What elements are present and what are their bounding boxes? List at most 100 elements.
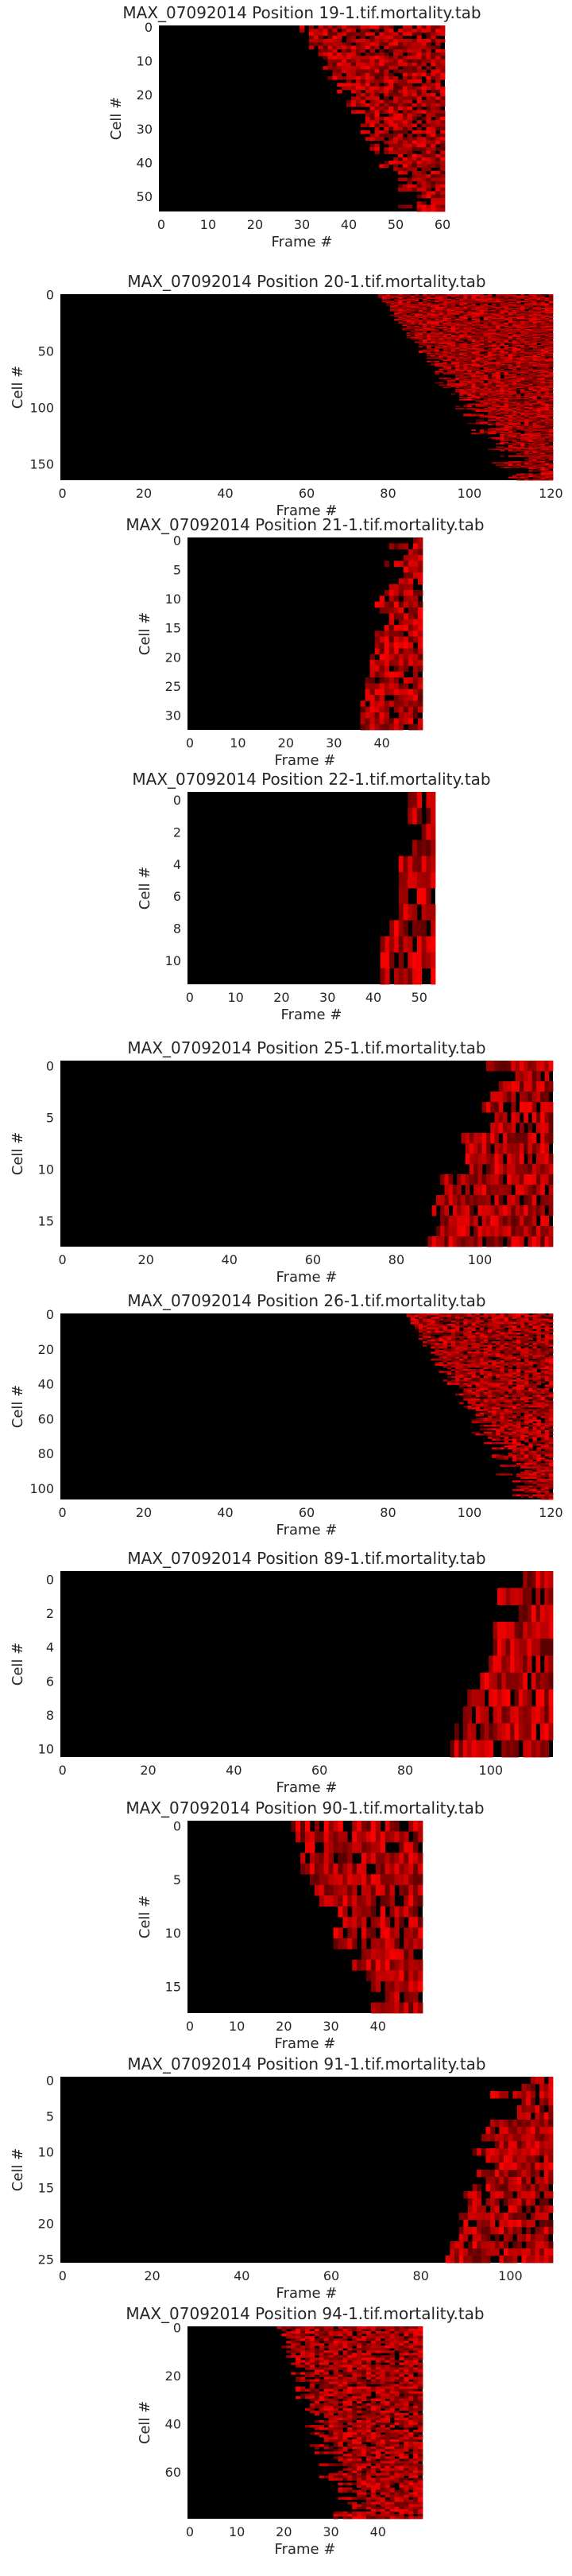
heatmap-cell	[544, 472, 550, 474]
heatmap-cell	[467, 405, 472, 408]
heatmap-cell	[532, 479, 537, 481]
heatmap-cell	[365, 689, 370, 696]
heatmap-cell	[408, 871, 413, 889]
heatmap-cell	[459, 335, 464, 336]
heatmap-cell	[504, 339, 509, 341]
heatmap-cell	[388, 120, 394, 124]
heatmap-cell	[532, 467, 537, 470]
heatmap-cell	[512, 398, 517, 400]
heatmap-cell	[508, 394, 513, 397]
heatmap-cell	[467, 301, 472, 303]
heatmap-cell	[520, 445, 525, 447]
heatmap-cell	[520, 418, 525, 420]
heatmap-cell	[520, 316, 525, 319]
heatmap-cell	[332, 56, 338, 60]
heatmap-cell	[488, 358, 493, 360]
heatmap-cell	[520, 330, 525, 332]
heatmap-cell	[379, 642, 385, 649]
heatmap-cell	[440, 25, 446, 29]
heatmap-cell	[455, 339, 460, 341]
heatmap-cell	[388, 66, 394, 70]
heatmap-cell	[548, 1123, 554, 1134]
heatmap-cell	[446, 312, 452, 314]
heatmap-cell	[504, 429, 509, 431]
heatmap-cell	[421, 137, 427, 142]
heatmap-cell	[544, 479, 550, 481]
heatmap-cell	[397, 89, 404, 94]
heatmap-cell	[439, 341, 444, 343]
heatmap-cell	[412, 840, 418, 857]
heatmap-cell	[388, 86, 394, 91]
heatmap-cell	[459, 328, 464, 330]
heatmap-cell	[528, 475, 533, 478]
heatmap-cell	[467, 331, 472, 333]
heatmap-cell	[524, 390, 529, 392]
heatmap-cell	[488, 313, 493, 315]
heatmap-cell	[520, 325, 525, 328]
heatmap-cell	[548, 439, 554, 441]
heatmap-cell	[446, 313, 452, 315]
heatmap-cell	[471, 366, 477, 368]
heatmap-cell	[412, 855, 418, 873]
heatmap-cell	[446, 330, 452, 332]
heatmap-cell	[435, 120, 441, 124]
heatmap-cell	[502, 1081, 508, 1092]
heatmap-cell	[508, 421, 513, 424]
heatmap-cell	[488, 362, 493, 363]
heatmap-cell	[443, 301, 448, 304]
heatmap-cell	[516, 366, 521, 368]
heatmap-cell	[540, 308, 546, 309]
heatmap-cell	[528, 465, 533, 467]
heatmap-cell	[532, 448, 537, 451]
heatmap-cell	[536, 315, 542, 317]
heatmap-cell	[342, 86, 347, 91]
heatmap-cell	[492, 350, 497, 352]
heatmap-cell	[520, 358, 525, 360]
heatmap-cell	[488, 408, 493, 410]
heatmap-cell	[446, 360, 452, 363]
heatmap-cell	[418, 342, 423, 344]
heatmap-cell	[496, 304, 500, 306]
heatmap-cell	[516, 455, 521, 457]
heatmap-cell	[516, 313, 521, 315]
heatmap-cell	[407, 157, 413, 161]
heatmap-cell	[323, 39, 328, 43]
heatmap-cell	[512, 449, 517, 452]
heatmap-cell	[540, 390, 546, 392]
heatmap-cell	[394, 303, 399, 305]
heatmap-cell	[500, 425, 504, 427]
heatmap-cell	[548, 1081, 554, 1092]
heatmap-cell	[544, 390, 550, 393]
heatmap-cell	[398, 590, 404, 596]
heatmap-cell	[528, 384, 533, 386]
heatmap-cell	[369, 99, 375, 104]
heatmap-cell	[504, 398, 509, 400]
heatmap-cell	[418, 336, 423, 339]
heatmap-cell	[496, 354, 500, 355]
heatmap-cell	[512, 401, 517, 403]
heatmap-cell	[500, 419, 504, 421]
heatmap-cell	[540, 350, 546, 352]
heatmap-cell	[494, 1133, 500, 1144]
heatmap-cell	[540, 444, 546, 446]
heatmap-cell	[475, 433, 481, 435]
heatmap-cell	[520, 355, 525, 357]
heatmap-cell	[500, 308, 504, 311]
heatmap-cell	[492, 419, 497, 421]
heatmap-cell	[540, 1081, 545, 1092]
heatmap-cell	[439, 339, 444, 341]
heatmap-cell	[443, 348, 448, 350]
heatmap-cell	[540, 419, 546, 421]
heatmap-cell	[410, 336, 415, 339]
heatmap-cell	[524, 325, 529, 328]
heatmap-cell	[463, 358, 468, 360]
heatmap-cell	[492, 298, 497, 301]
heatmap-cell	[369, 32, 375, 37]
heatmap-cell	[532, 336, 537, 338]
heatmap-cell	[402, 80, 408, 83]
heatmap-cell	[508, 296, 513, 298]
heatmap-cell	[488, 382, 493, 384]
heatmap-cell	[488, 348, 493, 350]
heatmap-cell	[532, 323, 537, 325]
heatmap-cell	[471, 356, 477, 358]
